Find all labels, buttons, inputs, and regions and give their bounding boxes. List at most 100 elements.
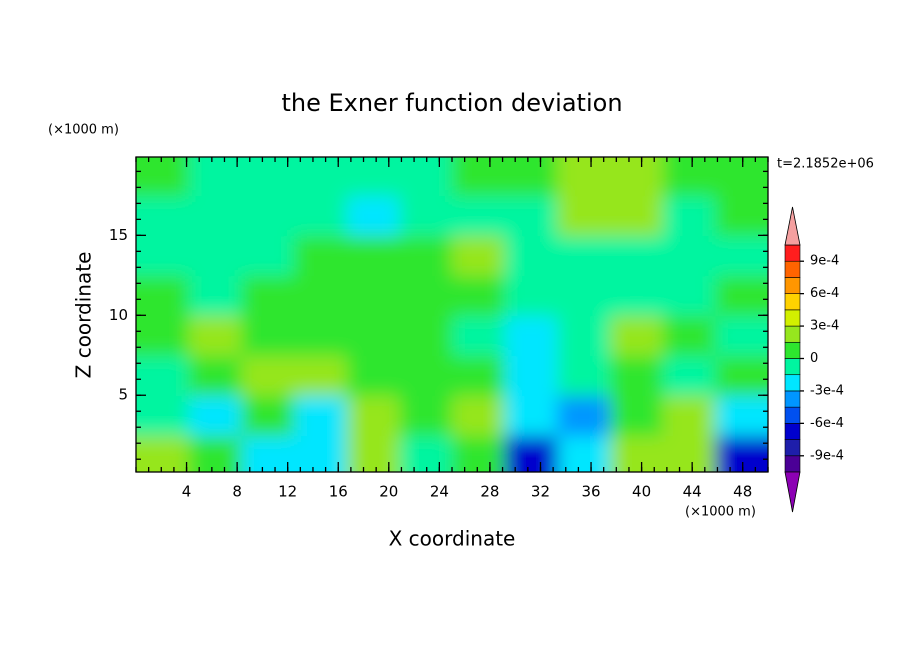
contour-cell	[610, 396, 664, 437]
contour-cell	[241, 276, 295, 317]
colorbar-tick-label: 0	[810, 351, 818, 366]
x-tick-label: 4	[182, 483, 192, 501]
contour-cell	[399, 196, 453, 237]
contour-cell	[241, 157, 295, 197]
contour-cell	[715, 316, 768, 357]
contour-cell	[662, 276, 716, 317]
y-unit-label: (×1000 m)	[48, 123, 119, 138]
contour-cell	[346, 276, 400, 317]
contour-cell	[557, 316, 611, 357]
y-axis-label: Z coordinate	[72, 252, 96, 379]
colorbar-band	[784, 406, 801, 424]
contour-cell	[452, 157, 506, 197]
contour-cell	[399, 356, 453, 397]
contour-cell	[662, 396, 716, 437]
contour-cell	[662, 196, 716, 237]
x-tick-label: 40	[632, 483, 651, 501]
contour-cell	[399, 396, 453, 437]
x-unit-label: (×1000 m)	[685, 505, 756, 520]
colorbar-under	[784, 471, 801, 513]
colorbar-tick-label: 3e-4	[810, 319, 839, 334]
contour-cell	[557, 196, 611, 237]
colorbar-band	[784, 244, 801, 262]
contour-cell	[452, 196, 506, 237]
x-tick-label: 36	[581, 483, 600, 501]
contour-cell	[610, 436, 664, 472]
contour-cell	[715, 236, 768, 277]
contour-cell	[715, 157, 768, 197]
colorbar-band	[784, 358, 801, 376]
contour-cell	[188, 196, 242, 237]
contour-field	[136, 157, 768, 472]
contour-cell	[610, 157, 664, 197]
colorbar-band	[784, 455, 801, 473]
y-tick-label: 10	[109, 306, 128, 324]
contour-cell	[346, 196, 400, 237]
y-tick-label: 15	[109, 226, 128, 244]
colorbar-band	[784, 293, 801, 311]
contour-cell	[452, 236, 506, 277]
contour-cell	[294, 316, 348, 357]
x-tick-label: 28	[480, 483, 499, 501]
contour-cell	[504, 157, 558, 197]
y-tick-label: 5	[118, 386, 128, 404]
contour-cell	[399, 157, 453, 197]
contour-cell	[346, 236, 400, 277]
contour-cell	[188, 276, 242, 317]
contour-cell	[294, 396, 348, 437]
x-tick-label: 48	[733, 483, 752, 501]
contour-cell	[452, 396, 506, 437]
x-tick-label: 8	[232, 483, 242, 501]
contour-cell	[452, 276, 506, 317]
contour-cell	[504, 436, 558, 472]
contour-cell	[136, 396, 190, 437]
contour-cell	[241, 396, 295, 437]
contour-cell	[136, 436, 190, 472]
contour-cell	[610, 276, 664, 317]
colorbar-band	[784, 439, 801, 457]
contour-cell	[241, 356, 295, 397]
contour-cell	[346, 157, 400, 197]
contour-cell	[188, 356, 242, 397]
colorbar-band	[784, 423, 801, 440]
x-tick-label: 16	[329, 483, 348, 501]
x-axis-label: X coordinate	[389, 527, 516, 551]
contour-cell	[188, 396, 242, 437]
contour-cell	[294, 196, 348, 237]
contour-cell	[241, 236, 295, 277]
contour-cell	[188, 157, 242, 197]
x-tick-label: 24	[430, 483, 449, 501]
contour-cell	[399, 316, 453, 357]
contour-cell	[399, 236, 453, 277]
contour-cell	[346, 316, 400, 357]
contour-cell	[715, 276, 768, 317]
contour-cell	[504, 236, 558, 277]
x-tick-label: 32	[531, 483, 550, 501]
contour-cell	[557, 356, 611, 397]
contour-cell	[715, 436, 768, 472]
time-annotation: t=2.1852e+06	[777, 157, 874, 172]
contour-cell	[452, 316, 506, 357]
contour-cell	[136, 276, 190, 317]
contour-cell	[188, 236, 242, 277]
contour-cell	[294, 356, 348, 397]
contour-cell	[136, 157, 190, 197]
colorbar-tick-label: 9e-4	[810, 254, 839, 269]
contour-cell	[504, 316, 558, 357]
contour-cell	[557, 276, 611, 317]
contour-cell	[662, 316, 716, 357]
contour-cell	[188, 436, 242, 472]
contour-cell	[399, 276, 453, 317]
contour-cell	[241, 316, 295, 357]
contour-cell	[452, 356, 506, 397]
contour-cell	[399, 436, 453, 472]
x-tick-label: 44	[683, 483, 702, 501]
contour-cell	[504, 356, 558, 397]
x-tick-label: 20	[379, 483, 398, 501]
colorbar-band	[784, 341, 801, 359]
contour-cell	[346, 396, 400, 437]
contour-cell	[715, 196, 768, 237]
contour-cell	[715, 356, 768, 397]
contour-cell	[610, 356, 664, 397]
